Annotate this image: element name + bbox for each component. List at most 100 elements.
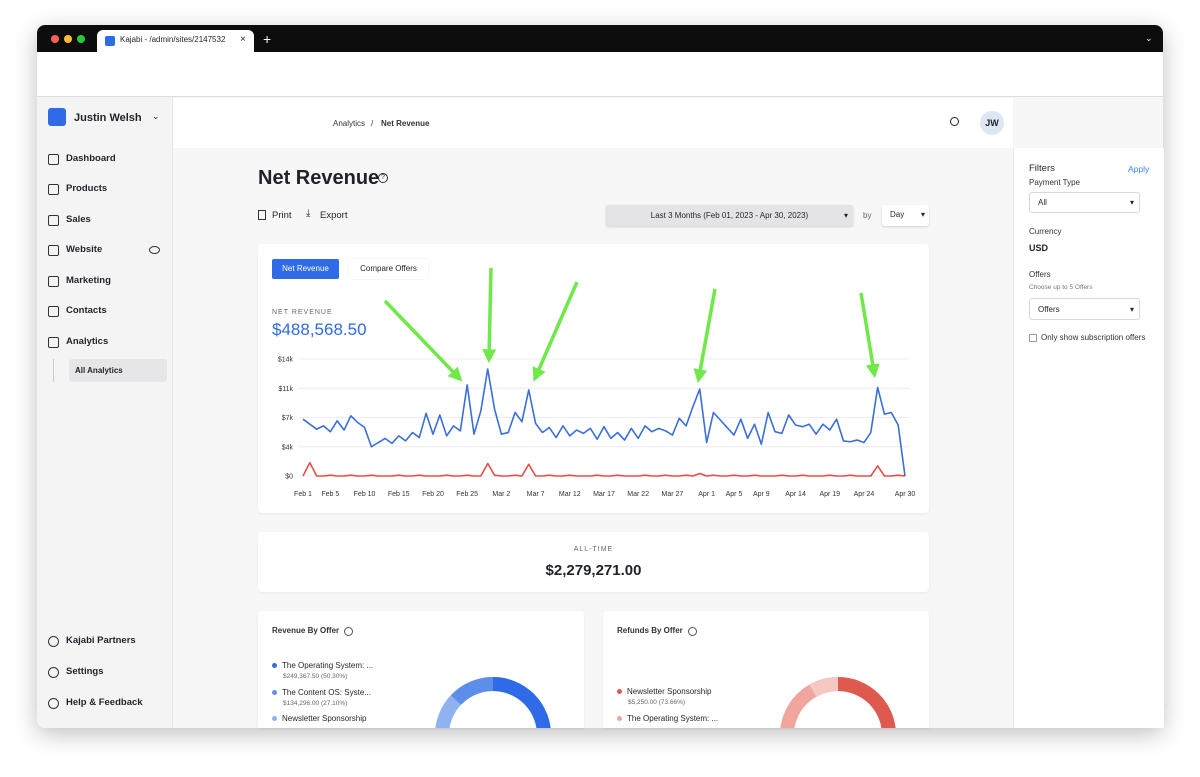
nav-icon[interactable] [48, 667, 59, 678]
legend-dot [272, 716, 277, 721]
page-title: Net Revenue [258, 167, 380, 189]
nav-item[interactable]: Products [66, 183, 108, 194]
nav-icon[interactable] [48, 698, 59, 709]
breadcrumb-parent[interactable]: Analytics [333, 119, 366, 128]
x-tick-label: Apr 19 [819, 491, 840, 498]
donut-segment [450, 677, 494, 706]
logo [48, 108, 66, 126]
offers-select[interactable]: Offers ▾ [1029, 298, 1140, 320]
date-range-select[interactable]: Last 3 Months (Feb 01, 2023 - Apr 30, 20… [606, 205, 853, 226]
refunds-card [603, 611, 929, 728]
legend-detail: $249,367.50 (50.30%) [283, 673, 348, 680]
y-tick-label: $4k [282, 444, 294, 451]
close-dot[interactable] [51, 35, 59, 43]
tab-compare-offers[interactable]: Compare Offers [349, 259, 428, 279]
nav-item[interactable]: Kajabi Partners [66, 635, 136, 646]
tab[interactable] [97, 30, 254, 52]
nav-icon[interactable] [48, 337, 59, 348]
nav-icon[interactable] [48, 215, 59, 226]
nav-item[interactable]: Dashboard [66, 153, 116, 164]
max-dot[interactable] [77, 35, 85, 43]
payment-type-value: All [1038, 198, 1047, 207]
nav-item[interactable]: Analytics [66, 336, 109, 347]
filters-title: Filters [1029, 163, 1055, 174]
legend-dot [617, 689, 622, 694]
refunds-title: Refunds By Offer [617, 626, 683, 635]
subscription-checkbox[interactable] [1029, 334, 1037, 342]
nav-icon[interactable] [48, 245, 59, 256]
nav-icon[interactable] [48, 636, 59, 647]
eye-icon[interactable] [149, 246, 160, 254]
legend-name: The Operating System: ... [282, 661, 374, 670]
donut-segment [492, 677, 551, 728]
nav-item[interactable]: Settings [66, 666, 104, 677]
x-tick-label: Apr 5 [726, 491, 743, 498]
tab-net-revenue[interactable]: Net Revenue [272, 259, 339, 279]
nav-item[interactable]: Contacts [66, 305, 107, 316]
x-tick-label: Feb 20 [422, 491, 444, 498]
nav-item[interactable]: Sales [66, 214, 91, 225]
export-button[interactable]: Export [320, 210, 348, 221]
nav-item[interactable]: Website [66, 244, 103, 255]
subnav-rail [53, 359, 54, 382]
search-icon[interactable] [950, 117, 959, 126]
help-icon[interactable]: ? [378, 173, 388, 183]
revenue-title: Revenue By Offer [272, 626, 340, 635]
header [173, 98, 1013, 148]
all-time-value: $2,279,271.00 [545, 562, 642, 579]
help-icon[interactable] [688, 627, 697, 636]
nav-item[interactable]: Help & Feedback [66, 697, 143, 708]
toolbar [37, 52, 1163, 97]
export-icon[interactable]: ⤓ [306, 208, 311, 219]
x-tick-label: Apr 14 [785, 491, 806, 498]
x-tick-label: Mar 17 [593, 491, 615, 498]
x-tick-label: Mar 2 [492, 491, 510, 498]
min-dot[interactable] [64, 35, 72, 43]
filters-panel [1013, 148, 1164, 728]
filters-apply[interactable]: Apply [1128, 164, 1150, 174]
legend-dot [617, 715, 622, 721]
payment-type-label: Payment Type [1029, 178, 1080, 187]
nav-icon[interactable] [48, 154, 59, 165]
print-icon[interactable] [258, 210, 266, 220]
line-chart: $0 $4k $7k $11k $14k Feb 1 Feb 5 Feb 10 Feb 15 Fe… [278, 357, 916, 499]
legend-name: The Content OS: Syste... [282, 687, 371, 697]
x-tick-label: Mar 22 [627, 491, 649, 498]
x-tick-label: Apr 9 [753, 491, 770, 498]
chart-subtitle: $488,568.50 [272, 320, 367, 339]
account-name[interactable]: Justin Welsh [74, 112, 142, 124]
nav-item[interactable]: Marketing [66, 275, 111, 286]
account-caret[interactable]: ⌄ [152, 111, 160, 121]
subnav-item[interactable]: All Analytics [69, 359, 167, 382]
new-tab[interactable]: + [263, 31, 272, 47]
subscription-label[interactable]: Only show subscription offers [1041, 333, 1146, 342]
legend-dot [272, 689, 277, 695]
avatar[interactable]: JW [980, 111, 1004, 135]
nav-icon[interactable] [48, 184, 59, 195]
revenue-donut [435, 677, 551, 728]
help-icon[interactable] [344, 627, 353, 636]
nav-icon[interactable] [48, 306, 59, 317]
interval-select[interactable]: Day ▾ [882, 205, 929, 226]
nav-icon[interactable] [48, 276, 59, 287]
x-tick-label: Mar 27 [662, 491, 684, 498]
interval: Day [890, 210, 905, 219]
tab-close[interactable]: × [240, 34, 246, 45]
y-tick-label: $7k [282, 415, 294, 422]
currency-label: Currency [1029, 227, 1062, 236]
legend-name: The Operating System: ... [627, 713, 719, 723]
tab-favicon [105, 36, 115, 46]
all-time-card [258, 532, 929, 592]
sidebar [37, 97, 173, 728]
donut-segment [809, 677, 839, 698]
y-tick-label: $0 [285, 474, 293, 481]
payment-type-select[interactable]: All ▾ [1029, 192, 1140, 213]
legend-detail: $5,250.00 (73.66%) [628, 699, 686, 706]
x-tick-label: Feb 15 [388, 491, 410, 498]
legend-name: Newsletter Sponsorship [627, 687, 712, 696]
tab-menu[interactable]: ⌄ [1145, 33, 1153, 43]
x-tick-label: Apr 1 [698, 491, 715, 498]
date-range: Last 3 Months (Feb 01, 2023 - Apr 30, 20… [650, 211, 809, 220]
print-button[interactable]: Print [272, 210, 292, 221]
x-tick-label: Mar 12 [559, 491, 581, 498]
